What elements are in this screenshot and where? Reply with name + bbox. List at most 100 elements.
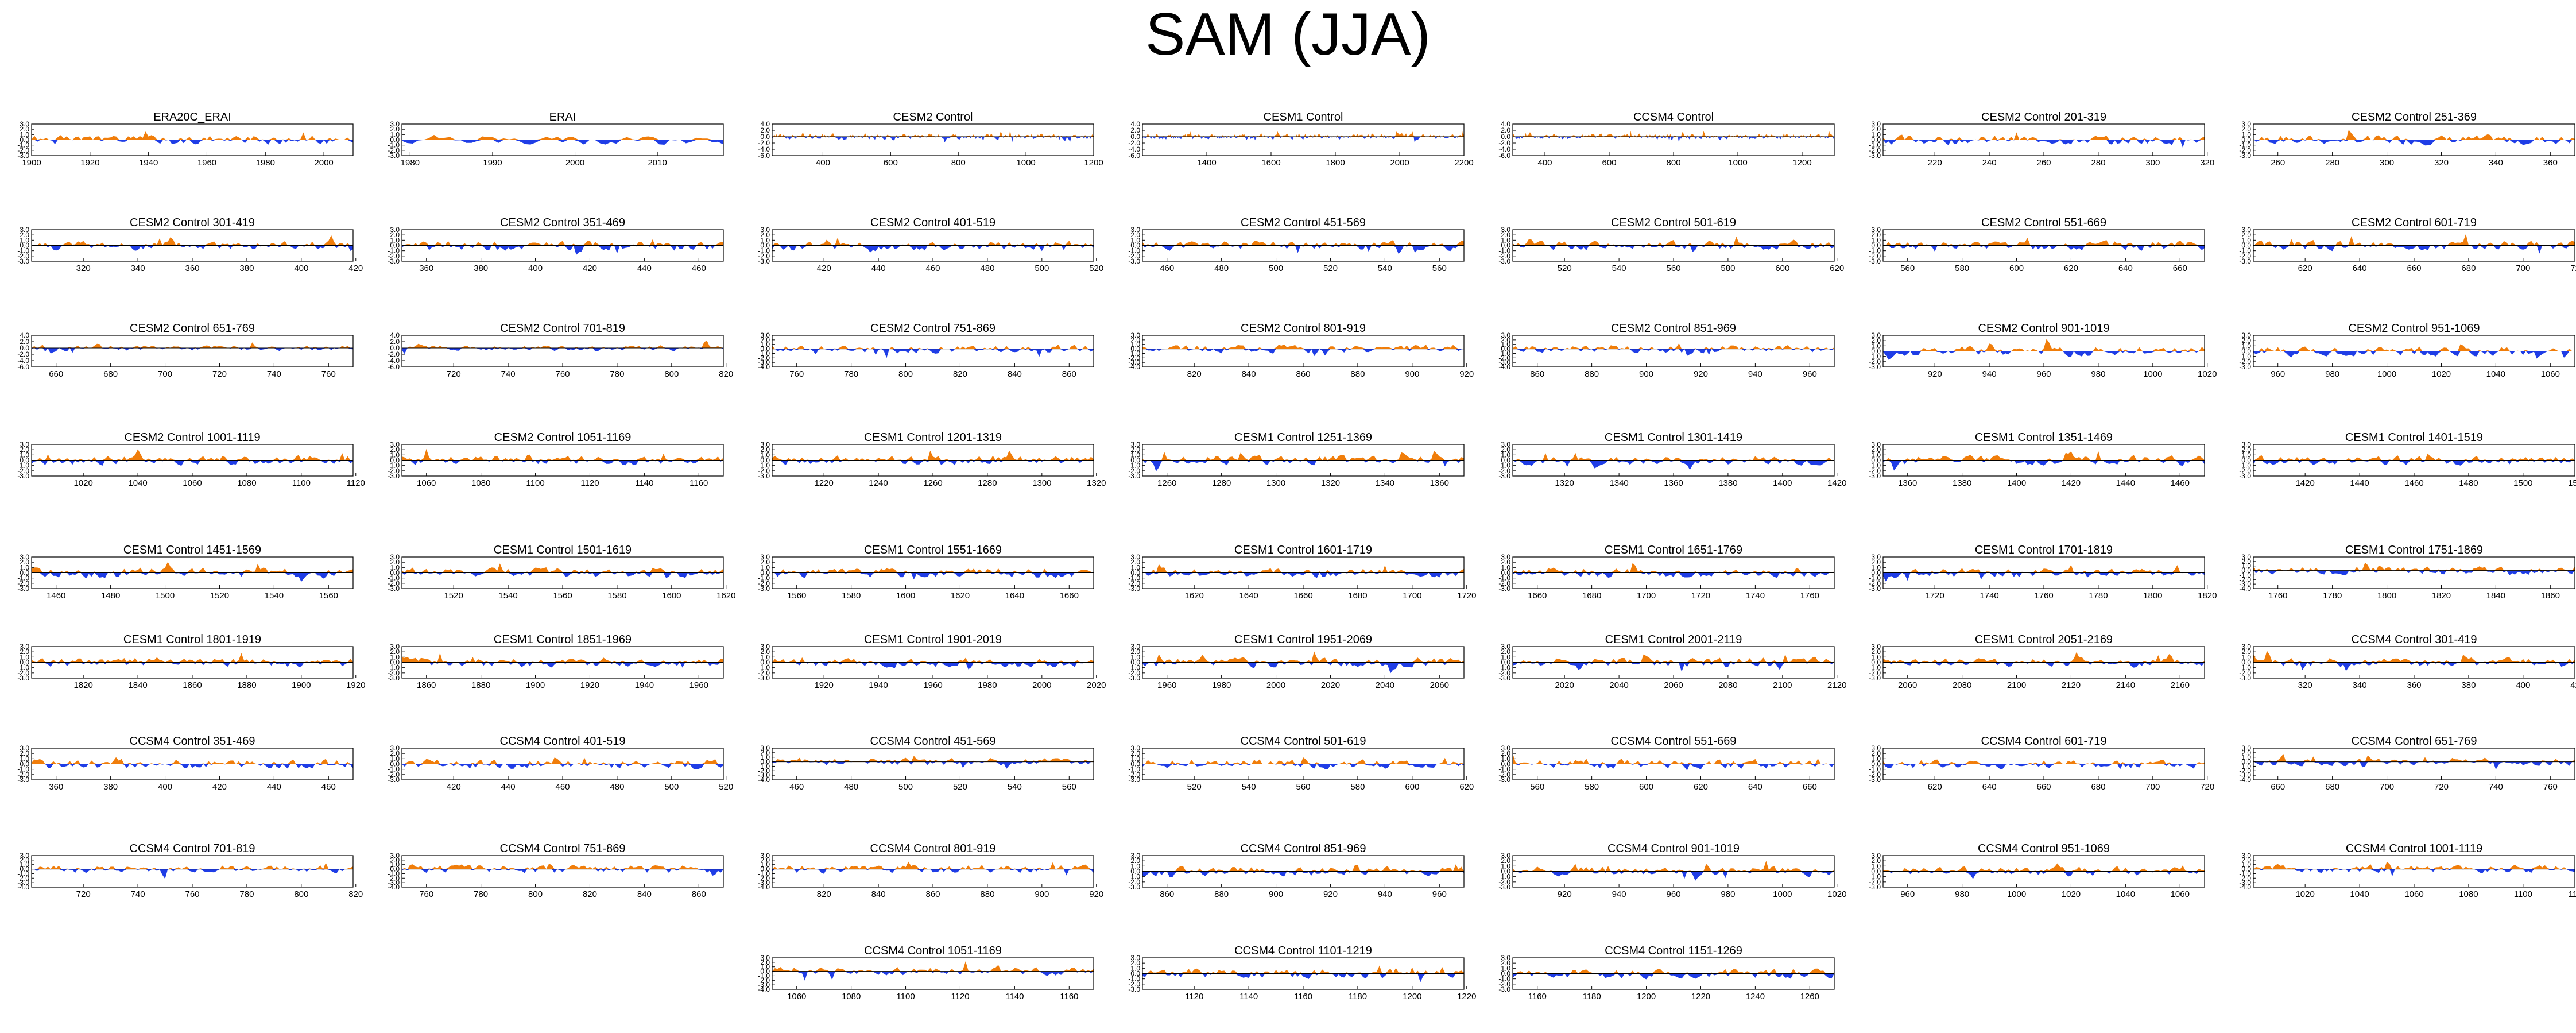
x-tick-label: 900 bbox=[1269, 889, 1283, 899]
x-tick-label: 1380 bbox=[1953, 478, 1971, 488]
x-tick-label: 1000 bbox=[1016, 158, 1035, 168]
x-tick-label: 560 bbox=[1666, 264, 1680, 273]
y-tick-label: 1.0 bbox=[390, 563, 400, 571]
y-tick-label: -2.0 bbox=[388, 874, 400, 882]
x-tick-label: 2020 bbox=[1321, 680, 1340, 690]
x-tick-label: 1420 bbox=[1827, 478, 1846, 488]
panel: CESM1 Control 1601-17193.02.01.00.0-1.0-… bbox=[1128, 544, 1476, 601]
negative-area bbox=[402, 662, 723, 668]
positive-area bbox=[402, 341, 723, 348]
x-tick-label: 1660 bbox=[1528, 591, 1547, 601]
x-tick-label: 1600 bbox=[896, 591, 915, 601]
y-tick-label: -2.0 bbox=[1498, 579, 1510, 587]
y-tick-label: 0.0 bbox=[760, 758, 770, 766]
y-tick-label: -1.0 bbox=[758, 762, 770, 770]
panel: CCSM4 Control 401-519 3.02.01.00.0-1.0-2.… bbox=[388, 735, 733, 792]
y-tick-label: -1.0 bbox=[1128, 765, 1140, 773]
y-tick-label: -1.0 bbox=[758, 247, 770, 255]
x-tick-label: 1040 bbox=[128, 478, 147, 488]
negative-area bbox=[1513, 973, 1834, 980]
y-tick-label: 1.0 bbox=[760, 753, 770, 761]
x-tick-label: 1420 bbox=[2062, 478, 2081, 488]
positive-area bbox=[2253, 453, 2575, 461]
y-tick-label: -3.0 bbox=[1869, 776, 1881, 784]
y-tick-label: -1.0 bbox=[2239, 141, 2251, 149]
x-tick-label: 660 bbox=[2036, 782, 2051, 792]
panel-title: CESM2 Control 901-1019 bbox=[1978, 322, 2109, 335]
x-tick-label: 220 bbox=[1928, 158, 1942, 168]
positive-area bbox=[402, 134, 723, 140]
panel-title: CESM2 Control 201-319 bbox=[1981, 111, 2106, 123]
plot-frame bbox=[2253, 556, 2575, 589]
x-tick-label: 2020 bbox=[1087, 680, 1106, 690]
panel: CESM1 Control 1851-19693.02.01.00.0-1.0-… bbox=[388, 633, 724, 690]
panel: CCSM4 Control 301-419 3.02.01.00.0-1.0-2.… bbox=[2239, 633, 2576, 690]
y-tick-label: -2.0 bbox=[1498, 980, 1510, 988]
panel-title: CESM2 Control 301-419 bbox=[130, 216, 255, 229]
y-tick-label: 1.0 bbox=[1871, 755, 1881, 763]
y-tick-label: 3.0 bbox=[1871, 553, 1881, 561]
positive-area bbox=[32, 757, 353, 764]
y-tick-label: 3.0 bbox=[1130, 954, 1140, 962]
y-tick-label: 4.0 bbox=[20, 331, 29, 339]
x-tick-label: 880 bbox=[1350, 369, 1365, 379]
y-tick-label: 3.0 bbox=[2241, 643, 2251, 651]
panel: CESM1 Control 1951-20693.02.01.00.0-1.0-… bbox=[1128, 633, 1465, 690]
x-tick-label: 1000 bbox=[2377, 369, 2396, 379]
y-tick-label: -2.0 bbox=[2239, 146, 2251, 154]
y-tick-label: 0.0 bbox=[20, 659, 29, 667]
x-tick-label: 1320 bbox=[1087, 478, 1106, 488]
x-tick-label: 680 bbox=[2325, 782, 2339, 792]
x-tick-label: 540 bbox=[1242, 782, 1256, 792]
y-tick-label: 2.0 bbox=[20, 648, 29, 656]
x-tick-label: 920 bbox=[1694, 369, 1708, 379]
y-tick-label: -3.0 bbox=[388, 776, 400, 784]
panel: CESM2 Control 251-369 3.02.01.00.0-1.0-2.… bbox=[2239, 111, 2575, 168]
x-tick-label: 680 bbox=[103, 369, 118, 379]
panel: CESM2 Control 401-519 3.02.01.00.0-1.0-2.… bbox=[758, 216, 1103, 273]
y-tick-label: -2.0 bbox=[1128, 771, 1140, 779]
x-tick-label: 1040 bbox=[2486, 369, 2505, 379]
negative-area bbox=[1883, 140, 2205, 148]
negative-area bbox=[402, 245, 723, 255]
panel: CESM1 Control 1251-13693.02.01.00.0-1.0-… bbox=[1128, 431, 1465, 488]
y-tick-label: -2.0 bbox=[758, 579, 770, 587]
positive-area bbox=[1142, 965, 1464, 974]
y-tick-label: -2.0 bbox=[1869, 146, 1881, 154]
negative-area bbox=[32, 869, 353, 879]
y-tick-label: 3.0 bbox=[390, 440, 400, 448]
x-tick-label: 500 bbox=[1269, 264, 1283, 273]
y-tick-label: -3.0 bbox=[17, 152, 29, 160]
y-tick-label: -1.0 bbox=[1498, 765, 1510, 773]
positive-area bbox=[1883, 863, 2205, 872]
y-tick-label: 3.0 bbox=[1871, 226, 1881, 234]
panel: CCSM4 Control 451-569 3.02.01.00.0-1.0-2.… bbox=[758, 735, 1094, 792]
panel: CCSM4 Control 901-1019 3.02.01.00.0-1.0-2… bbox=[1498, 842, 1846, 899]
panel-title: CESM2 Control 1001-1119 bbox=[124, 431, 260, 444]
y-tick-label: -3.0 bbox=[1498, 674, 1510, 682]
y-tick-label: -2.0 bbox=[2239, 358, 2251, 366]
positive-area bbox=[2253, 861, 2575, 869]
x-tick-label: 400 bbox=[816, 158, 830, 168]
y-tick-label: -6.0 bbox=[1128, 152, 1140, 160]
panel: CESM2 Control 801-919 3.02.01.00.0-1.0-2.… bbox=[1128, 322, 1474, 379]
y-tick-label: 1.0 bbox=[1501, 862, 1510, 870]
panel: CCSM4 Control 501-619 3.02.01.00.0-1.0-2.… bbox=[1128, 735, 1474, 792]
y-tick-label: -3.0 bbox=[388, 585, 400, 593]
x-tick-label: 340 bbox=[2489, 158, 2503, 168]
panel: CCSM4 Control 601-719 3.02.01.00.0-1.0-2.… bbox=[1869, 735, 2214, 792]
y-tick-label: -3.0 bbox=[388, 472, 400, 480]
x-tick-label: 1020 bbox=[2198, 369, 2217, 379]
x-tick-label: 1960 bbox=[923, 680, 942, 690]
x-tick-label: 1080 bbox=[471, 478, 490, 488]
y-tick-label: 0.0 bbox=[1501, 345, 1510, 353]
x-tick-label: 2060 bbox=[1898, 680, 1917, 690]
panel-title: CESM1 Control 1651-1769 bbox=[1605, 544, 1742, 556]
x-tick-label: 1560 bbox=[553, 591, 572, 601]
panel: CESM2 Control 501-619 3.02.01.00.0-1.0-2.… bbox=[1498, 216, 1844, 273]
y-tick-label: 3.0 bbox=[1501, 643, 1510, 651]
x-tick-label: 420 bbox=[817, 264, 831, 273]
positive-area bbox=[1883, 451, 2205, 461]
y-tick-label: -3.0 bbox=[1498, 257, 1510, 265]
x-tick-label: 800 bbox=[1666, 158, 1680, 168]
